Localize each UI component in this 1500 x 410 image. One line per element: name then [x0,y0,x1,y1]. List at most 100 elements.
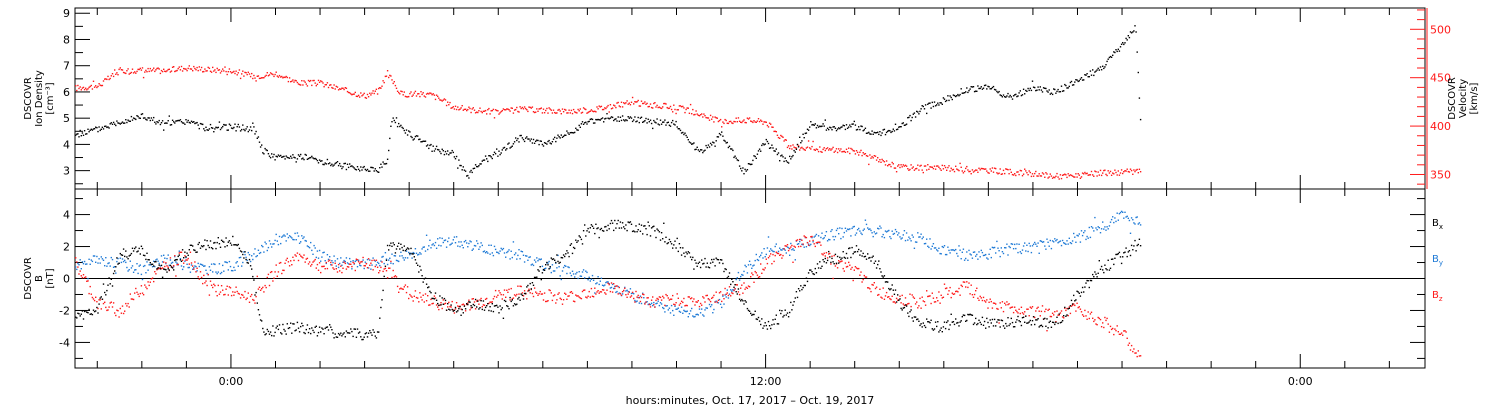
data-point [314,82,316,84]
data-point [334,333,336,335]
data-point [614,285,616,288]
data-point [302,257,304,259]
data-point [956,290,958,292]
data-point [523,292,526,295]
data-point [993,167,996,169]
data-point [516,303,518,305]
data-point [1053,176,1055,178]
data-point [679,247,682,249]
data-point [189,244,192,246]
data-point [1021,94,1024,96]
data-point [907,239,909,241]
data-point [825,262,828,264]
data-point [797,243,800,245]
data-point [207,66,209,69]
data-point [367,170,370,172]
data-point [957,291,959,293]
data-point [297,154,300,156]
data-point [587,279,589,281]
data-point [305,83,307,85]
data-point [258,314,261,316]
data-point [1010,171,1012,173]
data-point [342,261,344,263]
data-point [423,246,425,248]
data-point [566,112,568,114]
data-point [955,165,957,167]
data-point [934,321,937,323]
data-point [378,272,380,274]
data-point [997,247,999,249]
data-point [694,304,696,306]
data-point [215,71,217,74]
data-point [410,247,412,250]
data-point [378,171,380,173]
data-point [950,313,952,315]
data-point [1093,320,1095,323]
data-point [666,295,668,297]
data-point [489,306,491,308]
data-point [115,266,117,268]
data-point [249,265,252,267]
data-point [1088,76,1090,78]
data-point [572,108,575,111]
data-point [216,67,218,70]
data-point [834,235,837,238]
data-point [571,292,574,294]
data-point [1089,174,1092,176]
data-point [986,88,988,90]
data-point [670,121,673,124]
data-point [155,123,157,125]
data-point [558,266,560,268]
data-point [199,247,202,249]
data-point [153,280,155,283]
data-point [168,115,170,117]
data-point [589,118,591,121]
data-point [611,116,614,119]
data-point [989,248,991,250]
data-point [533,142,536,144]
data-point [82,263,85,265]
data-point [625,290,627,292]
data-point [597,227,599,229]
data-point [241,128,243,131]
data-point [871,232,873,234]
data-point [1083,291,1085,293]
data-point [1007,254,1009,256]
data-point [374,260,376,262]
data-point [617,293,619,295]
data-point [1057,176,1059,178]
data-point [555,302,557,304]
data-point [803,246,805,248]
data-point [1019,251,1021,253]
data-point [528,106,530,108]
data-point [565,265,567,267]
data-point [467,108,469,111]
data-point [627,293,629,295]
data-point [565,109,567,111]
data-point [414,248,417,250]
data-point [280,76,282,78]
data-point [931,166,933,168]
data-point [870,260,872,262]
data-point [235,130,237,132]
data-point [90,293,92,295]
data-point [855,150,858,152]
data-point [926,169,928,171]
data-point [1093,175,1095,177]
data-point [793,301,795,303]
data-point [787,162,790,164]
data-point [672,247,674,249]
data-point [689,142,692,144]
data-point [919,297,921,300]
data-point [867,227,869,229]
data-point [132,117,135,119]
data-point [754,155,756,158]
data-point [237,265,239,267]
data-point [616,285,618,287]
data-point [459,245,461,248]
data-point [701,308,703,310]
data-point [732,122,734,125]
data-point [331,329,333,331]
data-point [398,291,400,293]
data-point [812,239,814,242]
